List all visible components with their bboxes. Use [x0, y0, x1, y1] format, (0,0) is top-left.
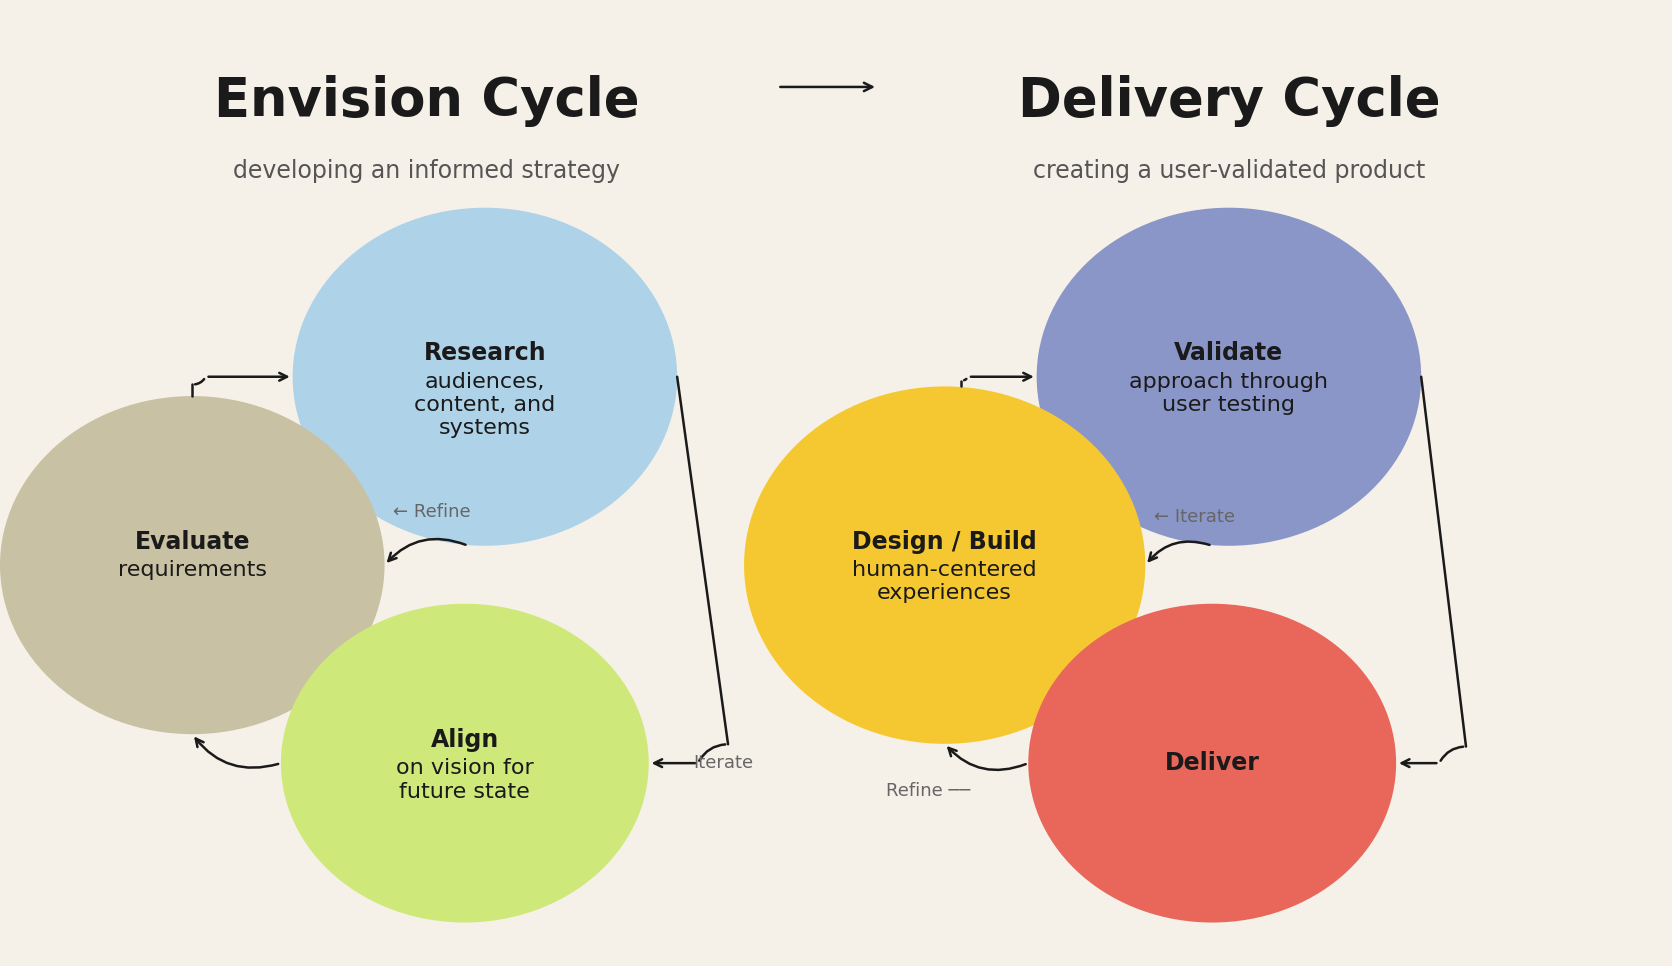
- Ellipse shape: [281, 604, 649, 923]
- Text: ← Iterate: ← Iterate: [1154, 508, 1234, 526]
- Text: Evaluate: Evaluate: [134, 529, 251, 554]
- Text: audiences,
content, and
systems: audiences, content, and systems: [415, 372, 555, 439]
- Text: Validate: Validate: [1174, 341, 1284, 365]
- Ellipse shape: [0, 396, 385, 734]
- Text: ← Refine: ← Refine: [393, 503, 470, 521]
- Text: Align: Align: [431, 727, 498, 752]
- Ellipse shape: [744, 386, 1145, 744]
- Text: Refine ──: Refine ──: [886, 782, 970, 801]
- Text: requirements: requirements: [117, 560, 268, 581]
- Text: creating a user-validated product: creating a user-validated product: [1033, 159, 1425, 183]
- Text: Iterate: Iterate: [694, 754, 754, 772]
- Text: Design / Build: Design / Build: [853, 529, 1037, 554]
- Text: Research: Research: [423, 341, 547, 365]
- Text: developing an informed strategy: developing an informed strategy: [232, 159, 620, 183]
- Ellipse shape: [1037, 208, 1421, 546]
- Ellipse shape: [1028, 604, 1396, 923]
- Text: Envision Cycle: Envision Cycle: [214, 75, 639, 128]
- Ellipse shape: [293, 208, 677, 546]
- Text: Delivery Cycle: Delivery Cycle: [1018, 75, 1440, 128]
- Text: Deliver: Deliver: [1165, 752, 1259, 775]
- Text: on vision for
future state: on vision for future state: [396, 758, 533, 802]
- Text: approach through
user testing: approach through user testing: [1129, 372, 1329, 415]
- Text: human-centered
experiences: human-centered experiences: [853, 560, 1037, 604]
